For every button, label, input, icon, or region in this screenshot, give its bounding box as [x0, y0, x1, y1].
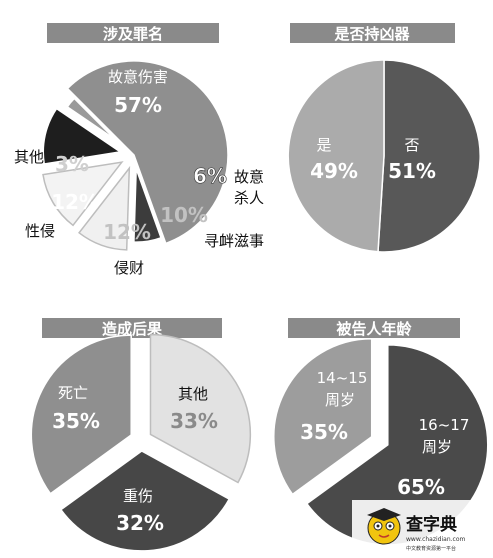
slice-death [30, 334, 132, 495]
pct-property: 12% [103, 220, 151, 244]
chart-3-title: 造成后果 [102, 320, 163, 338]
pct-intentional-homicide: 6% [193, 164, 227, 188]
chart-4-pie: 16~17 周岁 65% 14~15 周岁 35% [273, 337, 489, 546]
slice-intentional-injury [66, 60, 229, 245]
chart-4-title: 被告人年龄 [336, 320, 412, 338]
slice-other [66, 97, 117, 141]
chart-4-header: 被告人年龄 [288, 318, 460, 338]
slice-intentional-homicide [133, 168, 162, 243]
pct-age-14-15: 35% [300, 420, 348, 444]
chart-2-pie: 否 51% 是 49% [287, 59, 481, 253]
slice-serious-injury [59, 450, 231, 552]
pct-no: 51% [388, 159, 436, 183]
pct-intentional-injury: 57% [114, 93, 162, 117]
mascot-icon [367, 508, 401, 545]
label-age-16-17-2: 周岁 [422, 438, 452, 456]
slice-no [377, 59, 481, 253]
label-intentional-homicide-2: 杀人 [234, 189, 264, 207]
chart-1-header: 涉及罪名 [47, 23, 219, 43]
watermark-url: www.chazidian.com [406, 536, 466, 543]
slice-provocation [78, 165, 131, 251]
label-property: 侵财 [114, 259, 144, 277]
label-other: 其他 [14, 148, 44, 166]
pct-yes: 49% [310, 159, 358, 183]
label-serious-injury: 重伤 [123, 487, 153, 505]
label-no: 否 [404, 136, 419, 154]
pct-sexual-assault: 12% [51, 190, 99, 214]
label-sexual-assault: 性侵 [25, 222, 55, 240]
label-intentional-injury: 故意伤害 [108, 68, 168, 86]
label-provocation: 寻衅滋事 [204, 232, 264, 250]
label-consequence-other: 其他 [178, 385, 208, 403]
slice-age-16-17 [305, 344, 489, 546]
chart-3-pie: 其他 33% 重伤 32% 死亡 35% [30, 333, 252, 552]
watermark-title: 查字典 [405, 514, 457, 535]
slice-sexual-assault [42, 107, 123, 165]
pct-provocation: 10% [160, 203, 208, 227]
watermark: 查字典 www.chazidian.com 中文教育资源第一平台 [352, 500, 493, 558]
slice-property [42, 161, 124, 227]
slice-consequence-other [149, 333, 252, 484]
label-age-16-17-1: 16~17 [419, 416, 470, 434]
pct-serious-injury: 32% [116, 511, 164, 535]
pct-age-16-17: 65% [397, 475, 445, 499]
pct-death: 35% [52, 409, 100, 433]
pct-consequence-other: 33% [170, 409, 218, 433]
slice-age-14-15 [273, 337, 373, 496]
pct-other: 3% [55, 152, 89, 176]
label-intentional-homicide-1: 故意 [234, 168, 264, 186]
chart-2-title: 是否持凶器 [333, 25, 410, 43]
chart-2-header: 是否持凶器 [290, 23, 455, 43]
slice-yes [287, 59, 385, 253]
label-death: 死亡 [58, 384, 88, 402]
chart-3-header: 造成后果 [42, 318, 222, 338]
label-yes: 是 [316, 136, 331, 154]
label-age-14-15-1: 14~15 [317, 369, 368, 387]
label-age-14-15-2: 周岁 [325, 391, 355, 409]
chart-1-title: 涉及罪名 [103, 25, 163, 43]
watermark-slogan: 中文教育资源第一平台 [406, 545, 456, 552]
